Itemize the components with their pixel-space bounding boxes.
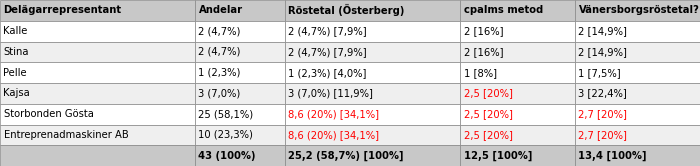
Text: 2 (4,7%) [7,9%]: 2 (4,7%) [7,9%] xyxy=(288,26,367,36)
Bar xyxy=(0,104,195,124)
Bar xyxy=(575,145,700,166)
Text: 12,5 [100%]: 12,5 [100%] xyxy=(463,151,532,161)
Bar xyxy=(285,42,460,62)
Text: 8,6 (20%) [34,1%]: 8,6 (20%) [34,1%] xyxy=(288,130,379,140)
Bar xyxy=(460,83,575,104)
Text: 2 (4,7%): 2 (4,7%) xyxy=(199,47,241,57)
Bar xyxy=(285,21,460,42)
Bar xyxy=(575,21,700,42)
Text: 2 (4,7%) [7,9%]: 2 (4,7%) [7,9%] xyxy=(288,47,367,57)
Text: Pelle: Pelle xyxy=(4,68,27,78)
Bar xyxy=(460,21,575,42)
Bar xyxy=(195,0,285,21)
Text: 2 [14,9%]: 2 [14,9%] xyxy=(578,26,627,36)
Bar xyxy=(0,145,195,166)
Bar xyxy=(0,0,195,21)
Bar xyxy=(575,0,700,21)
Bar xyxy=(575,62,700,83)
Text: 25 (58,1%): 25 (58,1%) xyxy=(199,109,253,119)
Bar xyxy=(285,124,460,145)
Text: 1 (2,3%): 1 (2,3%) xyxy=(199,68,241,78)
Text: 2,7 [20%]: 2,7 [20%] xyxy=(578,109,627,119)
Bar xyxy=(460,62,575,83)
Text: 10 (23,3%): 10 (23,3%) xyxy=(199,130,253,140)
Bar xyxy=(575,124,700,145)
Bar xyxy=(285,104,460,124)
Bar xyxy=(460,124,575,145)
Bar xyxy=(195,124,285,145)
Text: 25,2 (58,7%) [100%]: 25,2 (58,7%) [100%] xyxy=(288,151,404,161)
Text: 2,5 [20%]: 2,5 [20%] xyxy=(463,130,512,140)
Bar xyxy=(0,42,195,62)
Text: Kajsa: Kajsa xyxy=(4,88,30,98)
Bar xyxy=(460,145,575,166)
Text: 2 [14,9%]: 2 [14,9%] xyxy=(578,47,627,57)
Bar xyxy=(195,104,285,124)
Text: 43 (100%): 43 (100%) xyxy=(199,151,256,161)
Text: 8,6 (20%) [34,1%]: 8,6 (20%) [34,1%] xyxy=(288,109,379,119)
Text: 1 (2,3%) [4,0%]: 1 (2,3%) [4,0%] xyxy=(288,68,367,78)
Bar xyxy=(195,21,285,42)
Bar xyxy=(575,83,700,104)
Text: 1 [8%]: 1 [8%] xyxy=(463,68,496,78)
Bar xyxy=(0,62,195,83)
Text: 3 (7,0%): 3 (7,0%) xyxy=(199,88,241,98)
Text: 3 [22,4%]: 3 [22,4%] xyxy=(578,88,627,98)
Bar xyxy=(0,124,195,145)
Bar xyxy=(285,62,460,83)
Bar xyxy=(0,21,195,42)
Bar xyxy=(0,83,195,104)
Bar xyxy=(195,42,285,62)
Text: Vänersborgsröstetal?: Vänersborgsröstetal? xyxy=(578,5,699,15)
Text: 2 (4,7%): 2 (4,7%) xyxy=(199,26,241,36)
Text: 2,5 [20%]: 2,5 [20%] xyxy=(463,109,512,119)
Text: 1 [7,5%]: 1 [7,5%] xyxy=(578,68,621,78)
Text: 13,4 [100%]: 13,4 [100%] xyxy=(578,151,647,161)
Text: 2 [16%]: 2 [16%] xyxy=(463,47,503,57)
Bar xyxy=(195,62,285,83)
Text: 2 [16%]: 2 [16%] xyxy=(463,26,503,36)
Bar xyxy=(195,145,285,166)
Bar xyxy=(460,0,575,21)
Text: Entreprenadmaskiner AB: Entreprenadmaskiner AB xyxy=(4,130,128,140)
Text: Storbonden Gösta: Storbonden Gösta xyxy=(4,109,93,119)
Text: 2,5 [20%]: 2,5 [20%] xyxy=(463,88,512,98)
Text: Röstetal (Österberg): Röstetal (Österberg) xyxy=(288,4,405,16)
Bar xyxy=(195,83,285,104)
Bar xyxy=(285,145,460,166)
Text: Andelar: Andelar xyxy=(199,5,243,15)
Bar xyxy=(460,104,575,124)
Text: Delägarrepresentant: Delägarrepresentant xyxy=(4,5,122,15)
Text: 3 (7,0%) [11,9%]: 3 (7,0%) [11,9%] xyxy=(288,88,373,98)
Bar xyxy=(285,83,460,104)
Text: 2,7 [20%]: 2,7 [20%] xyxy=(578,130,627,140)
Bar xyxy=(575,42,700,62)
Bar xyxy=(575,104,700,124)
Bar xyxy=(285,0,460,21)
Text: Kalle: Kalle xyxy=(4,26,28,36)
Bar xyxy=(460,42,575,62)
Text: Stina: Stina xyxy=(4,47,29,57)
Text: cpalms metod: cpalms metod xyxy=(463,5,542,15)
